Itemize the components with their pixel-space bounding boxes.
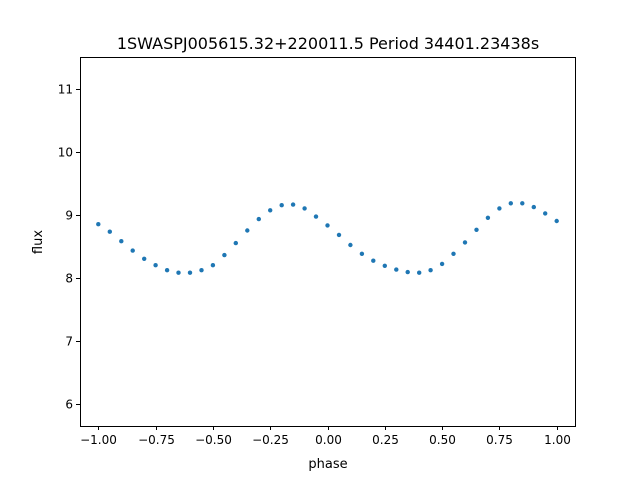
data-point — [176, 270, 181, 275]
data-point — [531, 204, 536, 210]
data-point — [451, 251, 456, 256]
data-point — [119, 239, 124, 244]
x-axis-label: phase — [308, 457, 347, 472]
data-point — [508, 201, 513, 206]
data-point — [554, 218, 559, 224]
data-point — [520, 201, 525, 206]
data-point — [359, 251, 365, 256]
data-point — [325, 223, 330, 228]
data-point — [371, 258, 376, 263]
y-tick-label: 11 — [58, 83, 73, 97]
x-tick-label: −0.50 — [195, 433, 232, 447]
data-point — [279, 203, 284, 208]
data-point — [233, 240, 238, 246]
data-point — [268, 208, 273, 213]
x-tick-label: 0.25 — [372, 433, 399, 447]
y-tick-label: 9 — [65, 209, 73, 223]
data-point — [187, 270, 193, 275]
data-point — [290, 202, 296, 207]
data-point — [394, 267, 399, 272]
data-point — [462, 240, 468, 245]
y-tick-label: 10 — [58, 146, 73, 160]
data-point — [199, 268, 204, 273]
x-tick-label: 0.50 — [429, 433, 456, 447]
data-point — [428, 268, 433, 273]
scatter-points — [96, 201, 559, 275]
data-point — [474, 227, 479, 232]
x-tick-label: 1.00 — [544, 433, 571, 447]
data-point — [497, 206, 502, 211]
data-point — [302, 206, 307, 211]
y-axis: 6 7 8 9 10 11 — [58, 83, 80, 412]
data-point — [245, 228, 250, 233]
x-tick-label: −0.75 — [138, 433, 175, 447]
y-tick-label: 6 — [65, 398, 73, 412]
x-tick-label: 0.00 — [315, 433, 342, 447]
y-tick-label: 8 — [65, 272, 73, 286]
data-point — [439, 261, 445, 267]
data-point — [153, 263, 158, 268]
data-point — [485, 215, 491, 220]
data-point — [405, 269, 410, 275]
x-tick-label: 0.75 — [486, 433, 513, 447]
data-point — [222, 252, 227, 258]
y-axis-label: flux — [31, 230, 46, 254]
data-point — [256, 216, 261, 222]
x-axis: −1.00 −0.75 −0.50 −0.25 0.00 0.25 0.50 0.75 1.00 — [80, 426, 571, 447]
data-point — [107, 229, 113, 234]
data-point — [336, 232, 342, 238]
data-point — [348, 242, 353, 248]
data-point — [382, 263, 387, 268]
x-tick-label: −1.00 — [80, 433, 117, 447]
data-point — [210, 263, 216, 268]
chart-title: 1SWASPJ005615.32+220011.5 Period 34401.2… — [117, 34, 539, 53]
data-point — [164, 268, 170, 273]
data-point — [130, 248, 135, 253]
x-tick-label: −0.25 — [252, 433, 289, 447]
data-point — [142, 256, 147, 261]
data-point — [417, 270, 422, 275]
data-point — [543, 211, 548, 216]
data-point — [313, 214, 319, 219]
y-tick-label: 7 — [65, 335, 73, 349]
data-point — [96, 222, 101, 227]
